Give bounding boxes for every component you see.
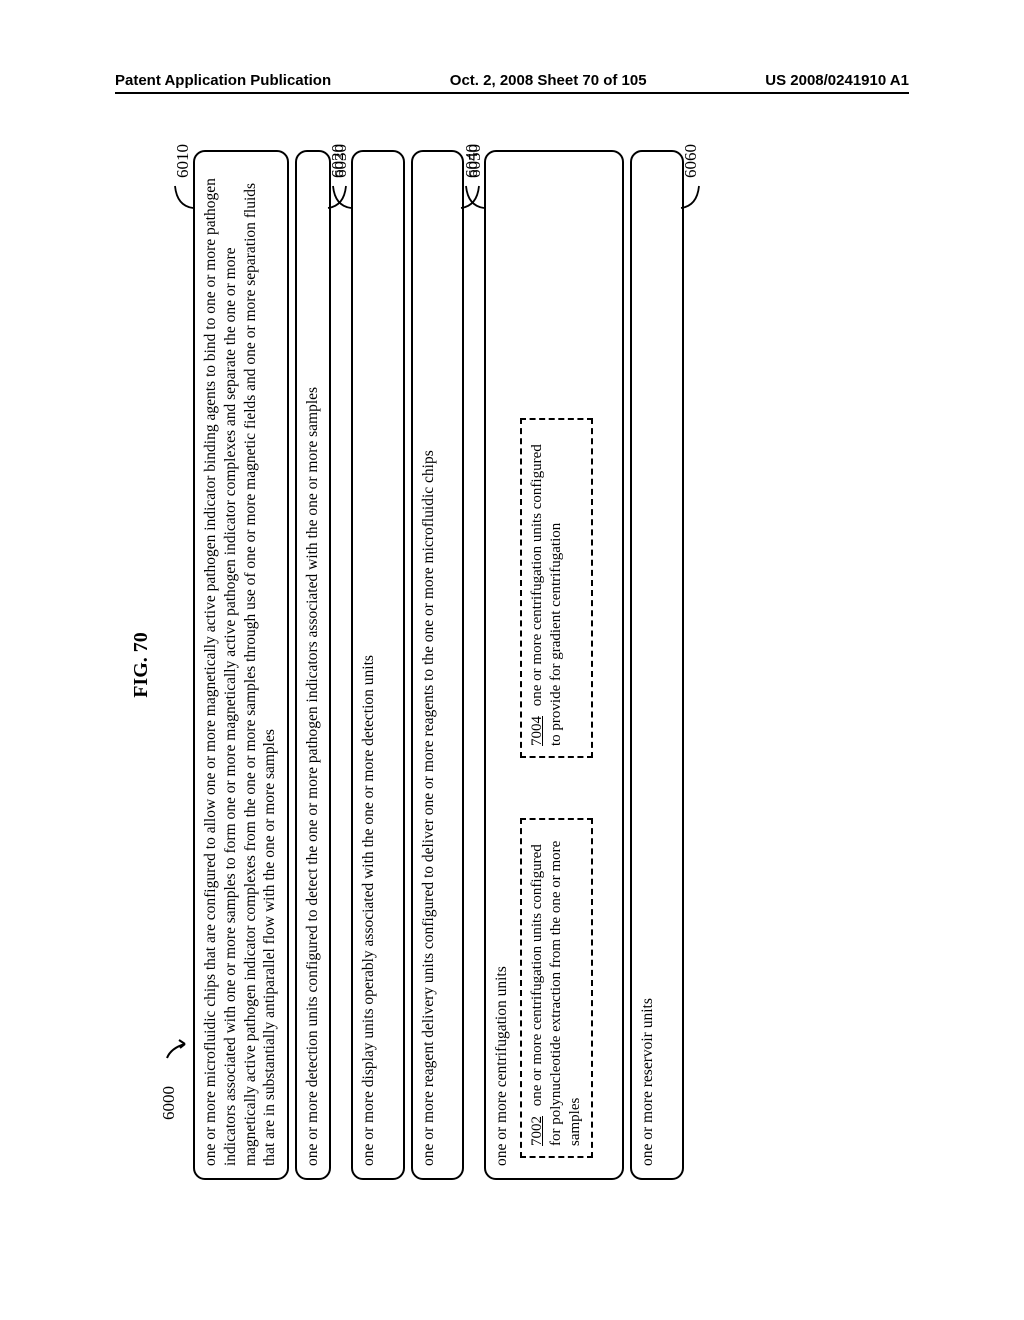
sub-boxes-row: 7002 one or more centrifugation units co… <box>520 164 592 1166</box>
box-text: one or more centrifugation units <box>493 966 510 1166</box>
arrow-icon <box>165 1042 185 1062</box>
dashed-box-7004: 7004 one or more centrifugation units co… <box>520 418 592 758</box>
ref-num: 6060 <box>680 144 702 178</box>
leader-icon <box>171 182 195 212</box>
dashed-text: one or more centrifugation units configu… <box>529 444 564 746</box>
dashed-box-7002: 7002 one or more centrifugation units co… <box>520 818 592 1158</box>
box-text: one or more detection units configured t… <box>304 387 321 1166</box>
header-rule <box>115 92 909 94</box>
box-text: one or more display units operably assoc… <box>360 655 377 1166</box>
header-center: Oct. 2, 2008 Sheet 70 of 105 <box>450 72 647 89</box>
header-right: US 2008/0241910 A1 <box>765 72 909 89</box>
box-6040: 6040 one or more reagent delivery units … <box>411 150 465 1180</box>
header-left: Patent Application Publication <box>115 72 331 89</box>
ref-6000: 6000 <box>159 1086 179 1120</box>
ref-label-6060: 6060 <box>679 144 703 212</box>
spacer <box>337 150 351 1180</box>
ref-label-6050: 6050 <box>462 144 486 212</box>
page: Patent Application Publication Oct. 2, 2… <box>0 0 1024 1320</box>
box-6060: 6060 one or more reservoir units <box>630 150 684 1180</box>
ref-num: 6050 <box>464 144 486 178</box>
figure-rotated-container: FIG. 70 6000 6010 one or <box>0 285 1024 1045</box>
ref-label-6010: 6010 <box>171 144 195 212</box>
figure-title: FIG. 70 <box>130 150 153 1180</box>
box-text: one or more microfluidic chips that are … <box>202 178 278 1166</box>
box-6010: 6010 one or more microfluidic chips that… <box>193 150 289 1180</box>
box-6020: 6020 one or more detection units configu… <box>295 150 331 1180</box>
box-6030: 6030 one or more display units operably … <box>351 150 405 1180</box>
box-text: one or more reagent delivery units confi… <box>420 450 437 1166</box>
spacer <box>470 150 484 1180</box>
box-6050: 6050 one or more centrifugation units 70… <box>484 150 624 1180</box>
leader-icon <box>462 182 486 212</box>
leader-icon <box>329 182 353 212</box>
leader-icon <box>679 182 703 212</box>
ref-num: 6010 <box>172 144 194 178</box>
ref-num: 6030 <box>330 144 352 178</box>
page-header: Patent Application Publication Oct. 2, 2… <box>115 72 909 89</box>
figure-main-ref-row: 6000 <box>159 150 187 1180</box>
figure-70: FIG. 70 6000 6010 one or <box>130 150 890 1180</box>
ref-7004: 7004 <box>529 716 545 746</box>
dashed-text: one or more centrifugation units configu… <box>529 841 583 1146</box>
ref-label-6030: 6030 <box>329 144 353 212</box>
ref-7002: 7002 <box>529 1116 545 1146</box>
box-text: one or more reservoir units <box>639 998 656 1166</box>
